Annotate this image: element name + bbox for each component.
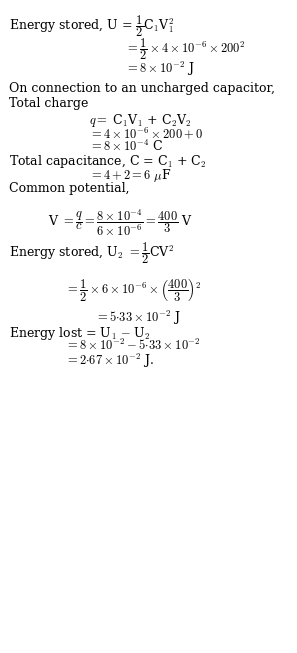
Text: $= 8 \times 10^{-4}$ C: $= 8 \times 10^{-4}$ C [89,139,163,154]
Text: $= \dfrac{1}{2} \times 4 \times 10^{-6} \times 200^2$: $= \dfrac{1}{2} \times 4 \times 10^{-6} … [125,36,245,62]
Text: Common potential,: Common potential, [9,182,129,195]
Text: Energy stored, U$_2$ $= \dfrac{1}{2}$CV$^2$: Energy stored, U$_2$ $= \dfrac{1}{2}$CV$… [9,240,174,266]
Text: On connection to an uncharged capacitor,: On connection to an uncharged capacitor, [9,82,275,95]
Text: $= 4 + 2 = 6\ \mu$F: $= 4 + 2 = 6\ \mu$F [89,167,171,184]
Text: $= 4 \times 10^{-6} \times 200 + 0$: $= 4 \times 10^{-6} \times 200 + 0$ [89,125,203,141]
Text: Total capacitance, C = C$_1$ + C$_2$: Total capacitance, C = C$_1$ + C$_2$ [9,153,207,170]
Text: V $= \dfrac{q}{c} = \dfrac{8\times10^{-4}}{6\times10^{-6}} = \dfrac{400}{3}$ V: V $= \dfrac{q}{c} = \dfrac{8\times10^{-4… [48,208,192,238]
Text: Energy lost = U$_1$ $-$ U$_2$: Energy lost = U$_1$ $-$ U$_2$ [9,325,151,342]
Text: $= 8 \times 10^{-2} - 5{\cdot}33 \times 10^{-2}$: $= 8 \times 10^{-2} - 5{\cdot}33 \times … [65,338,201,353]
Text: $= \dfrac{1}{2} \times 6 \times 10^{-6} \times \left(\dfrac{400}{3}\right)^2$: $= \dfrac{1}{2} \times 6 \times 10^{-6} … [65,276,202,302]
Text: Total charge: Total charge [9,97,88,110]
Text: Energy stored, U = $\dfrac{1}{2}$C$_1$V$_1^2$: Energy stored, U = $\dfrac{1}{2}$C$_1$V$… [9,13,174,39]
Text: $= 5{\cdot}33 \times 10^{-2}$ J: $= 5{\cdot}33 \times 10^{-2}$ J [95,309,181,327]
Text: $q = $ C$_1$V$_1$ + C$_2$V$_2$: $q = $ C$_1$V$_1$ + C$_2$V$_2$ [89,112,192,129]
Text: $= 8 \times 10^{-2}$ J: $= 8 \times 10^{-2}$ J [125,60,195,78]
Text: $= 2{\cdot}67 \times 10^{-2}$ J.: $= 2{\cdot}67 \times 10^{-2}$ J. [65,352,154,370]
